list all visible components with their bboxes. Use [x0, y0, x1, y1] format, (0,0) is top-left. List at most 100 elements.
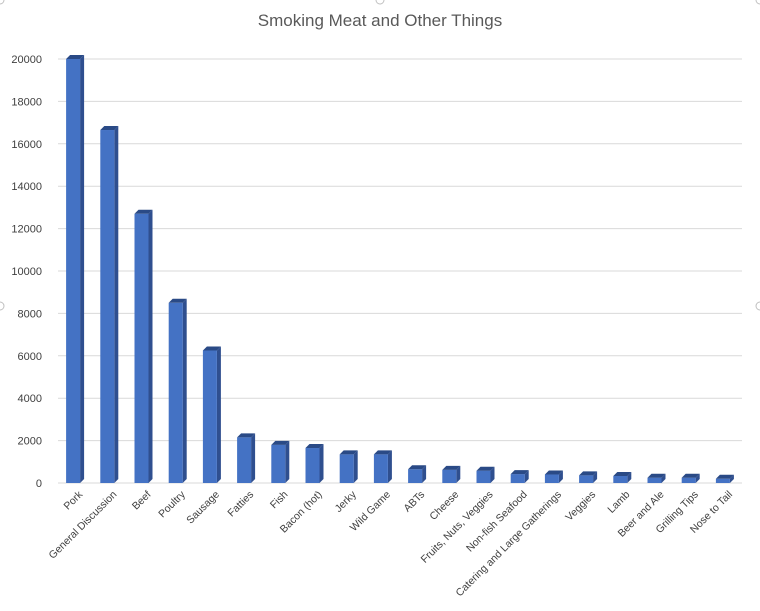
bar-top — [134, 209, 153, 214]
x-tick-label: Pork — [61, 488, 85, 512]
bar-side — [285, 440, 290, 483]
bar-side — [182, 298, 187, 483]
bar-side — [114, 126, 119, 484]
bar-top — [66, 55, 85, 59]
resize-handle[interactable] — [755, 0, 760, 5]
bar-side — [251, 433, 256, 483]
bar — [339, 450, 358, 483]
bar — [442, 465, 461, 483]
y-tick-label: 16000 — [11, 139, 42, 151]
bar — [613, 472, 632, 483]
bar-front — [339, 454, 354, 483]
bar — [202, 346, 221, 483]
x-tick-label: Lamb — [605, 489, 632, 516]
bar — [305, 444, 324, 483]
bar-top — [613, 472, 632, 477]
bar-front — [237, 437, 252, 483]
bar-side — [353, 450, 358, 483]
resize-handle[interactable] — [0, 0, 5, 5]
bar-side — [422, 465, 427, 483]
bar-top — [476, 466, 495, 471]
bar-front — [168, 302, 183, 483]
bar — [715, 474, 734, 483]
bar-side — [490, 466, 495, 483]
x-tick-label: ABTs — [401, 489, 427, 515]
bar-side — [558, 470, 563, 483]
x-tick-label: Fish — [268, 489, 291, 512]
bar — [510, 470, 529, 483]
bar-front — [373, 454, 388, 483]
bar — [271, 440, 290, 483]
y-tick-label: 8000 — [18, 308, 42, 320]
bar-top — [339, 450, 358, 455]
bar-front — [510, 474, 525, 483]
bar-front — [66, 59, 81, 483]
bar-front — [442, 469, 457, 483]
y-tick-label: 0 — [36, 478, 42, 490]
bar-side — [593, 471, 598, 483]
y-tick-label: 6000 — [18, 351, 42, 363]
resize-handle[interactable] — [755, 301, 760, 311]
bar-side — [729, 474, 734, 483]
bar-front — [100, 130, 115, 483]
bars — [66, 55, 734, 484]
resize-handle[interactable] — [375, 0, 385, 5]
bar-side — [80, 55, 85, 483]
x-tick-label: General Discussion — [47, 489, 120, 562]
resize-handle[interactable] — [0, 301, 5, 311]
bar-top — [715, 474, 734, 479]
bar-side — [524, 470, 529, 483]
bar-front — [134, 213, 149, 483]
bar-top — [237, 433, 256, 438]
bar — [681, 473, 700, 483]
bar-front — [715, 478, 730, 483]
bar — [66, 55, 85, 483]
bar-front — [476, 470, 491, 483]
bar — [647, 473, 666, 483]
bar — [237, 433, 256, 483]
bar — [100, 126, 119, 484]
bar-side — [148, 209, 153, 483]
y-tick-label: 12000 — [11, 224, 42, 236]
bar-top — [202, 346, 221, 351]
bar-front — [647, 477, 662, 483]
bar-top — [100, 126, 119, 131]
bar — [134, 209, 153, 483]
bar — [579, 471, 598, 483]
bar-side — [319, 444, 324, 483]
bar-front — [613, 476, 628, 483]
bar-top — [647, 473, 666, 478]
y-tick-label: 20000 — [11, 54, 42, 66]
bar-top — [442, 465, 461, 470]
bar-side — [661, 473, 666, 483]
bar-front — [202, 350, 217, 483]
x-tick-label: Veggies — [563, 489, 598, 524]
y-tick-label: 4000 — [18, 393, 42, 405]
bar — [373, 450, 392, 483]
bar — [168, 298, 187, 483]
x-tick-label: Fatties — [225, 489, 256, 520]
x-tick-label: Cheese — [427, 489, 461, 523]
bar-top — [510, 470, 529, 475]
x-tick-label: Poultry — [156, 488, 188, 520]
bar-top — [373, 450, 392, 455]
x-tick-label: Non-fish Seafood — [464, 489, 530, 555]
bar-front — [681, 477, 696, 483]
bar-side — [387, 450, 392, 483]
bar-top — [544, 470, 563, 475]
selection-handles — [0, 0, 760, 311]
bar-front — [305, 448, 320, 483]
x-tick-label: Beef — [130, 489, 154, 513]
bar-top — [681, 473, 700, 478]
bar-top — [579, 471, 598, 476]
bar — [408, 465, 427, 483]
bar-front — [271, 444, 286, 483]
bar-top — [271, 440, 290, 445]
bar-front — [579, 475, 594, 483]
y-axis-ticks: 0 2000 4000 6000 8000 10000 12000 14000 16000 180… — [11, 54, 42, 490]
bar-top — [408, 465, 427, 470]
bar-side — [456, 465, 461, 483]
bar-side — [216, 346, 221, 483]
